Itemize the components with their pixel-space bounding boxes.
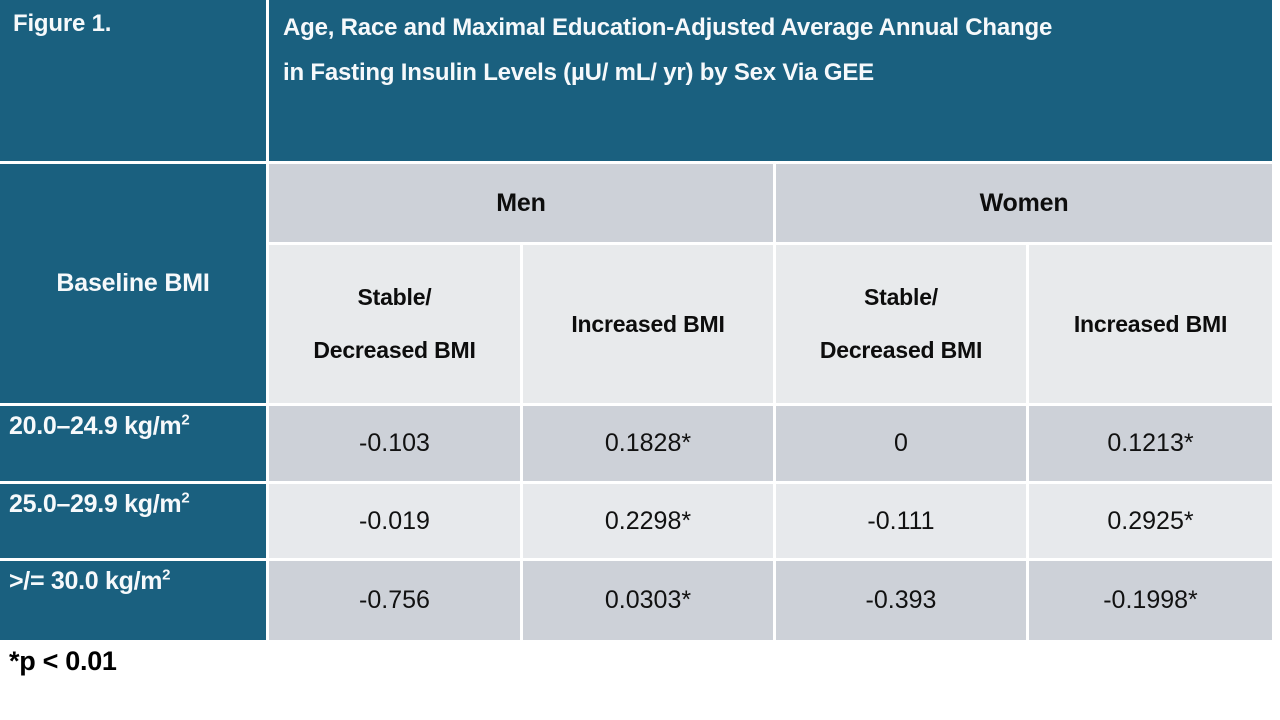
group-header-women: Women	[776, 164, 1272, 242]
significance-footnote: *p < 0.01	[9, 646, 117, 676]
row-header-title: Baseline BMI	[0, 164, 266, 403]
data-cell-r2-women-stable: -0.111	[776, 484, 1026, 558]
row-label-bmi-25-29: 25.0–29.9 kg/m2	[0, 484, 266, 558]
row-label-text: 25.0–29.9 kg/m	[9, 490, 182, 518]
row-label-text: 20.0–24.9 kg/m	[9, 412, 182, 440]
figure-title-line-1: Age, Race and Maximal Education-Adjusted…	[283, 14, 1053, 41]
row-label-superscript: 2	[181, 411, 190, 429]
data-cell-r3-men-increased: 0.0303*	[523, 561, 773, 640]
row-label-bmi-20-24: 20.0–24.9 kg/m2	[0, 406, 266, 481]
data-cell-r2-men-increased: 0.2298*	[523, 484, 773, 558]
row-label-bmi-30-plus: >/= 30.0 kg/m2	[0, 561, 266, 640]
row-label-superscript: 2	[162, 566, 171, 584]
column-header-line: Increased BMI	[571, 310, 725, 337]
row-label-superscript: 2	[181, 489, 190, 507]
data-cell-r1-women-stable: 0	[776, 406, 1026, 481]
figure-title: Age, Race and Maximal Education-Adjusted…	[269, 0, 1272, 161]
data-cell-r3-men-stable: -0.756	[269, 561, 520, 640]
column-header-line: Decreased BMI	[819, 337, 983, 363]
data-cell-r3-women-stable: -0.393	[776, 561, 1026, 640]
figure-table: Figure 1. Age, Race and Maximal Educatio…	[0, 0, 1272, 640]
column-header-men-increased: Increased BMI	[523, 245, 773, 403]
column-header-line: Decreased BMI	[313, 337, 476, 363]
column-header-men-stable-decreased: Stable/ Decreased BMI	[269, 245, 520, 403]
data-cell-r2-men-stable: -0.019	[269, 484, 520, 558]
column-header-line: Increased BMI	[1073, 310, 1228, 337]
column-header-women-increased: Increased BMI	[1029, 245, 1272, 403]
figure-title-line-2: in Fasting Insulin Levels (µU/ mL/ yr) b…	[283, 59, 874, 86]
data-cell-r2-women-increased: 0.2925*	[1029, 484, 1272, 558]
column-header-line: Stable/	[863, 284, 938, 310]
figure-label: Figure 1.	[0, 0, 266, 161]
group-header-men: Men	[269, 164, 773, 242]
row-label-text: >/= 30.0 kg/m	[9, 567, 163, 595]
data-cell-r1-men-stable: -0.103	[269, 406, 520, 481]
data-cell-r3-women-increased: -0.1998*	[1029, 561, 1272, 640]
data-cell-r1-men-increased: 0.1828*	[523, 406, 773, 481]
column-header-line: Stable/	[357, 284, 432, 310]
data-cell-r1-women-increased: 0.1213*	[1029, 406, 1272, 481]
column-header-women-stable-decreased: Stable/ Decreased BMI	[776, 245, 1026, 403]
